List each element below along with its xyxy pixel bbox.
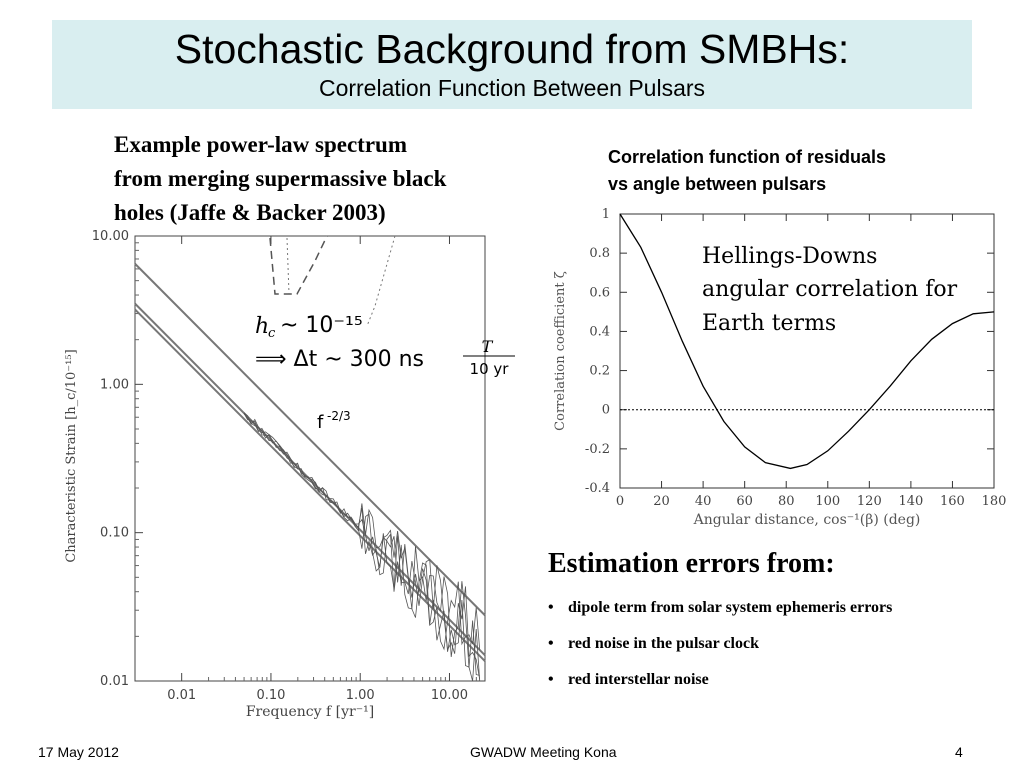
title-box: Stochastic Background from SMBHs: Correl…: [52, 20, 972, 109]
estimation-heading: Estimation errors from:: [548, 548, 835, 579]
y-tick-label: 10.00: [92, 229, 129, 244]
x-tick-label: 0.01: [167, 688, 196, 703]
spectrum-realization-trace: [243, 413, 481, 682]
slide-title: Stochastic Background from SMBHs:: [174, 26, 850, 72]
spectrum-y-axis-label: Characteristic Strain [h_c/10⁻¹⁵]: [64, 349, 79, 562]
x-tick-label: 0.10: [256, 688, 285, 703]
bullet-text: red noise in the pulsar clock: [568, 635, 759, 652]
right-caption: Correlation function of residuals vs ang…: [608, 144, 988, 198]
list-item: • red noise in the pulsar clock: [548, 632, 892, 668]
footer-event: GWADW Meeting Kona: [470, 744, 617, 760]
bullet-icon: •: [548, 599, 554, 616]
spectrum-realization-trace: [243, 412, 481, 680]
sensitivity-curve: [269, 235, 328, 295]
x-tick-label: 80: [778, 494, 795, 509]
y-tick-label: -0.2: [585, 442, 610, 457]
estimation-bullet-list: • dipole term from solar system ephemeris…: [548, 596, 892, 704]
hd-y-axis-label: Correlation coefficient ζ: [553, 271, 568, 431]
bullet-text: dipole term from solar system ephemeris …: [568, 599, 893, 616]
spectrum-x-axis-label: Frequency f [yr⁻¹]: [246, 704, 374, 720]
hellings-downs-curve: [619, 213, 995, 470]
x-tick-label: 120: [857, 494, 882, 509]
left-caption-line: from merging supermassive black: [114, 166, 447, 191]
spectrum-realization-trace: [243, 413, 480, 676]
left-caption: Example power-law spectrum from merging …: [114, 128, 534, 230]
x-tick-label: 160: [940, 494, 965, 509]
slope-label: f: [317, 412, 324, 433]
right-caption-line: vs angle between pulsars: [608, 174, 827, 194]
fraction-numerator: T: [482, 337, 494, 356]
left-caption-line: holes (Jaffe & Backer 2003): [114, 200, 386, 225]
footer-date: 17 May 2012: [38, 744, 119, 760]
bullet-text: red interstellar noise: [568, 671, 709, 688]
y-tick-label: 0.10: [100, 526, 129, 541]
hd-plot-frame: [619, 213, 995, 489]
x-tick-label: 0: [616, 494, 624, 509]
power-law-line: [134, 263, 486, 617]
page-number: 4: [955, 744, 963, 760]
sensitivity-curve-dotted: [286, 237, 290, 295]
y-tick-label: 0.01: [100, 674, 129, 689]
y-tick-label: 0.6: [589, 285, 610, 300]
slope-exponent: -2/3: [327, 409, 351, 423]
x-tick-label: 140: [898, 494, 923, 509]
bullet-icon: •: [548, 671, 554, 688]
left-caption-line: Example power-law spectrum: [114, 132, 407, 157]
y-tick-label: 0: [602, 403, 610, 418]
hellings-downs-chart: 0 20 40 60 80 100 120 140 160 180 10.80.60.40.20-…: [553, 207, 1007, 528]
sensitivity-curve-dotted: [366, 235, 396, 327]
list-item: • red interstellar noise: [548, 668, 892, 704]
y-tick-label: 0.8: [589, 246, 610, 261]
y-tick-label: 0.4: [589, 324, 610, 339]
slide-subtitle: Correlation Function Between Pulsars: [318, 75, 706, 101]
hc-annotation-symbol: h: [255, 314, 269, 339]
x-tick-label: 60: [736, 494, 753, 509]
power-law-line: [134, 308, 486, 662]
list-item: • dipole term from solar system ephemeris…: [548, 596, 892, 632]
bullet-icon: •: [548, 635, 554, 652]
x-tick-label: 20: [653, 494, 670, 509]
hd-annotation-line: Hellings-Downs: [702, 244, 877, 269]
x-tick-label: 100: [815, 494, 840, 509]
y-tick-label: 0.2: [589, 364, 610, 379]
spectrum-plot-frame: [134, 235, 486, 682]
hd-annotation-line: Earth terms: [702, 311, 836, 336]
hd-x-axis-label: Angular distance, cos⁻¹(β) (deg): [693, 512, 921, 528]
right-caption-line: Correlation function of residuals: [608, 147, 887, 167]
hc-annotation: ~ 10⁻¹⁵: [280, 313, 363, 338]
dt-annotation: ⟹ Δt ~ 300 ns: [255, 347, 424, 372]
y-tick-label: 1: [602, 207, 610, 222]
hd-annotation-line: angular correlation for: [702, 277, 958, 302]
x-tick-label: 1.00: [346, 688, 375, 703]
x-tick-label: 180: [982, 494, 1007, 509]
y-tick-label: -0.4: [585, 481, 610, 496]
x-tick-label: 10.00: [431, 688, 468, 703]
x-tick-label: 40: [695, 494, 712, 509]
hc-annotation-subscript: c: [268, 326, 276, 341]
fraction-denominator: 10 yr: [470, 360, 510, 378]
y-tick-label: 1.00: [100, 377, 129, 392]
